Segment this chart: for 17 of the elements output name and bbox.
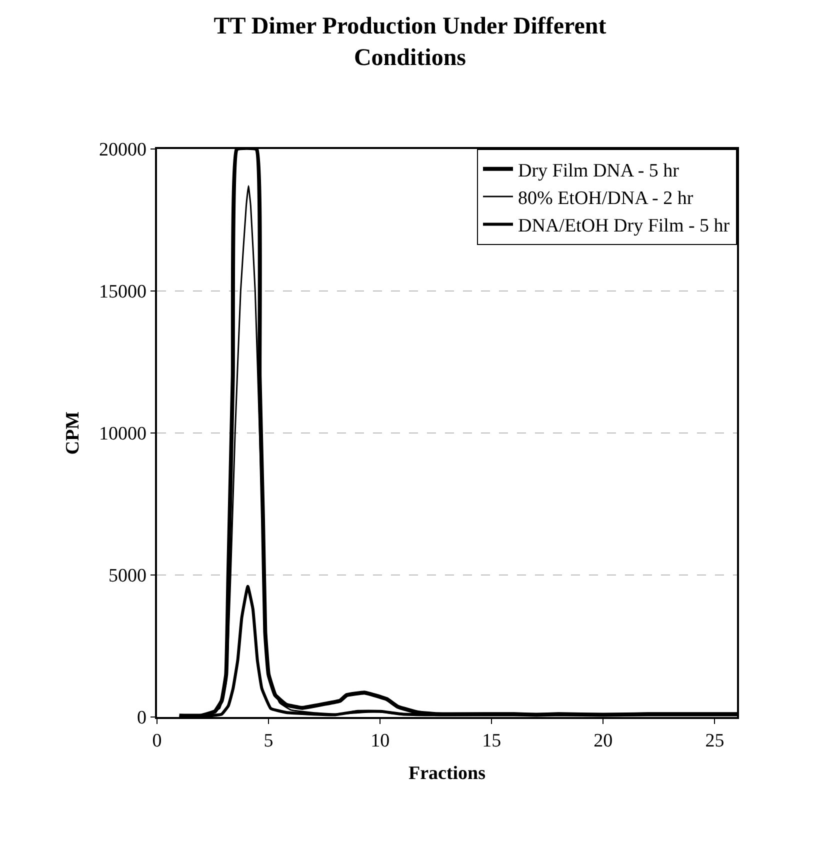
x-tick-label: 20	[594, 730, 613, 752]
legend-label: Dry Film DNA - 5 hr	[518, 160, 680, 182]
y-tick-label: 0	[136, 708, 146, 729]
y-axis-title: CPM	[62, 411, 84, 455]
x-tick-label: 10	[370, 730, 390, 752]
x-tick-label: 5	[264, 730, 274, 752]
y-tick-label: 5000	[108, 566, 146, 587]
y-tick-label: 10000	[98, 424, 146, 445]
chart-title: TT Dimer Production Under Different Conditions	[214, 14, 606, 71]
y-tick-label: 15000	[98, 282, 146, 303]
x-axis-title: Fractions	[408, 762, 486, 784]
x-tick-label: 15	[482, 730, 502, 752]
x-tick-label: 0	[152, 730, 162, 752]
y-tick-label: 20000	[98, 140, 146, 161]
legend-label: 80% EtOH/DNA - 2 hr	[518, 188, 694, 209]
legend-label: DNA/EtOH Dry Film - 5 hr	[518, 216, 730, 237]
x-tick-label: 25	[705, 730, 724, 752]
